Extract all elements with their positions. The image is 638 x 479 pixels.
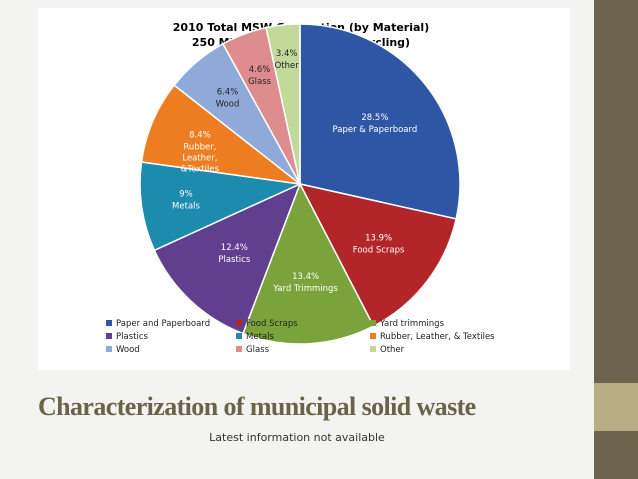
slice-name-label: Metals — [172, 202, 200, 212]
slice-value-label: 28.5% — [361, 113, 388, 123]
legend-label: Wood — [116, 345, 140, 355]
pie-slice — [153, 182, 302, 335]
legend-swatch — [370, 333, 376, 339]
slide-side-accent — [594, 383, 638, 431]
legend-label: Yard trimmings — [379, 319, 445, 329]
slide-title: Characterization of municipal solid wast… — [38, 392, 476, 421]
slice-name-label: Leather, — [182, 153, 217, 163]
legend-swatch — [236, 320, 242, 326]
legend-swatch — [236, 346, 242, 352]
legend-swatch — [236, 333, 242, 339]
slide-subtitle: Latest information not available — [209, 431, 385, 444]
slice-value-label: 6.4% — [217, 88, 239, 98]
slice-name-label: Plastics — [218, 255, 250, 265]
slice-value-label: 12.4% — [221, 243, 248, 253]
legend-label: Rubber, Leather, & Textiles — [380, 332, 495, 342]
chart-legend: Paper and Paperboard Food Scraps Yard trim… — [106, 319, 495, 355]
legend-label: Other — [380, 345, 405, 355]
slice-name-label: Food Scraps — [353, 246, 405, 256]
pie-slice — [265, 23, 301, 185]
pie-slice — [299, 23, 461, 220]
legend-swatch — [106, 333, 112, 339]
pie-slices — [139, 23, 461, 345]
slice-name-label: Wood — [216, 100, 240, 110]
legend-swatch — [370, 320, 376, 326]
legend-label: Metals — [246, 332, 274, 342]
slice-name-label: Other — [275, 61, 300, 71]
slice-value-label: 9% — [179, 190, 193, 200]
slice-value-label: 13.4% — [292, 272, 319, 282]
pie-slice — [139, 161, 303, 252]
pie-slice — [140, 84, 303, 186]
slice-value-label: 3.4% — [276, 49, 298, 59]
slice-name-label: Yard Trimmings — [272, 284, 338, 294]
legend-swatch — [370, 346, 376, 352]
legend-label: Paper and Paperboard — [116, 319, 210, 329]
pie-slice — [298, 182, 458, 328]
legend-swatch — [106, 346, 112, 352]
legend-label: Food Scraps — [246, 319, 298, 329]
legend-label: Glass — [246, 345, 270, 355]
slice-value-label: 8.4% — [189, 130, 211, 140]
slice-name-label: Glass — [248, 77, 272, 87]
slice-value-label: 4.6% — [249, 65, 271, 75]
pie-slice-labels: 28.5% Paper & Paperboard 13.9% Food Scraps 1… — [172, 49, 417, 294]
pie-slice — [242, 182, 375, 345]
legend-swatch — [106, 320, 112, 326]
chart-image: 2010 Total MSW Generation (by Material) … — [38, 8, 570, 370]
legend-label: Plastics — [116, 332, 148, 342]
pie-chart: 2010 Total MSW Generation (by Material) … — [106, 21, 495, 355]
slice-value-label: 13.9% — [365, 234, 392, 244]
slice-name-label: Rubber, — [183, 142, 216, 152]
slice-name-label: &Textiles — [181, 164, 220, 174]
slice-name-label: Paper & Paperboard — [333, 125, 418, 135]
